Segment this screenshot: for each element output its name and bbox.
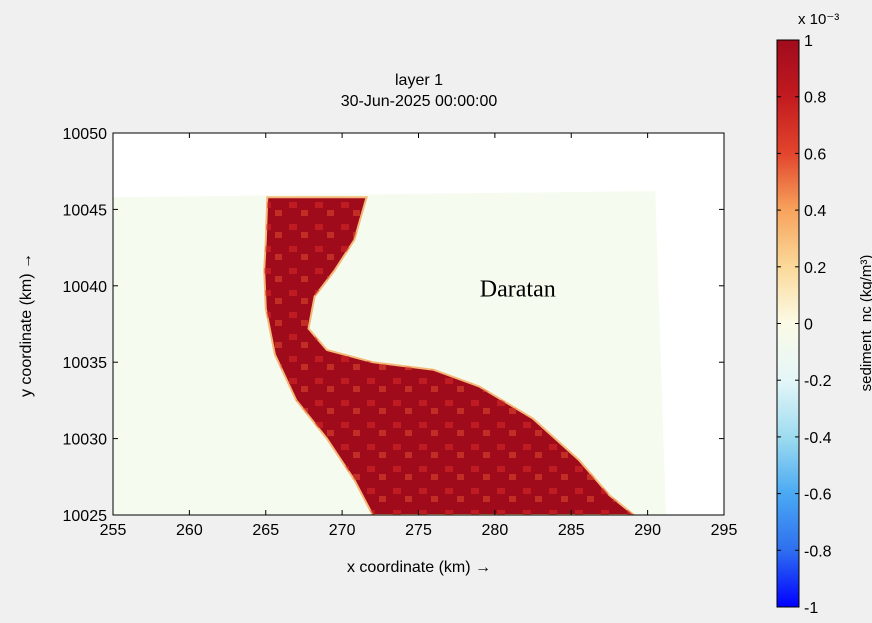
colorbar-tick-label: 0.6: [804, 146, 826, 163]
plot-area: [113, 133, 724, 515]
y-axis-label: y coordinate (km) →: [18, 253, 35, 397]
x-tick-label: 285: [558, 522, 585, 539]
y-axis: 10025 10030 10035 10040 10045 10050: [63, 126, 724, 525]
chart-title-line2: 30-Jun-2025 00:00:00: [341, 93, 498, 110]
colorbar-multiplier: x 10⁻³: [798, 11, 839, 28]
x-tick-label: 280: [482, 522, 509, 539]
y-tick-label: 10040: [63, 279, 108, 296]
colorbar-tick-label: -0.4: [804, 430, 832, 447]
y-tick-label: 10025: [63, 508, 108, 525]
colorbar-tick-label: 0.8: [804, 90, 826, 107]
colorbar-tick-label: -1: [804, 600, 818, 617]
colorbar-tick-label: -0.2: [804, 373, 832, 390]
colorbar-tick-label: 1: [804, 33, 813, 50]
colorbar-tick-label: 0.4: [804, 203, 826, 220]
chart-title-line1: layer 1: [395, 72, 443, 89]
x-tick-label: 290: [634, 522, 661, 539]
y-tick-label: 10045: [63, 202, 108, 219]
x-axis-label: x coordinate (km) →: [347, 559, 491, 576]
y-tick-label: 10030: [63, 432, 108, 449]
colorbar-tick-label: -0.8: [804, 543, 832, 560]
colorbar-tick-label: -0.6: [804, 487, 832, 504]
colorbar-label: sediment_nc (kg/m³): [858, 255, 872, 392]
y-tick-label: 10035: [63, 355, 108, 372]
x-tick-label: 275: [405, 522, 432, 539]
annotation-daratan: Daratan: [480, 276, 556, 302]
x-tick-label: 265: [252, 522, 279, 539]
x-axis: 255 260 265 270 275 280 285 290 295: [100, 133, 738, 539]
x-tick-label: 295: [711, 522, 738, 539]
x-tick-label: 260: [176, 522, 203, 539]
channel-sediment-variation: [264, 197, 634, 515]
y-tick-label: 10050: [63, 126, 108, 143]
colorbar-ticks: 1 0.8 0.6 0.4 0.2 0 -0.2 -0.4 -0.6 -0.8 -1: [777, 33, 832, 617]
colorbar-tick-label: 0.2: [804, 260, 826, 277]
colorbar: 10.80.60.40.20-0.2-0.4-0.6-0.8-1 x 10⁻³ …: [776, 11, 872, 617]
x-tick-label: 255: [100, 522, 127, 539]
colorbar-tick-label: 0: [804, 317, 813, 334]
x-tick-label: 270: [329, 522, 356, 539]
